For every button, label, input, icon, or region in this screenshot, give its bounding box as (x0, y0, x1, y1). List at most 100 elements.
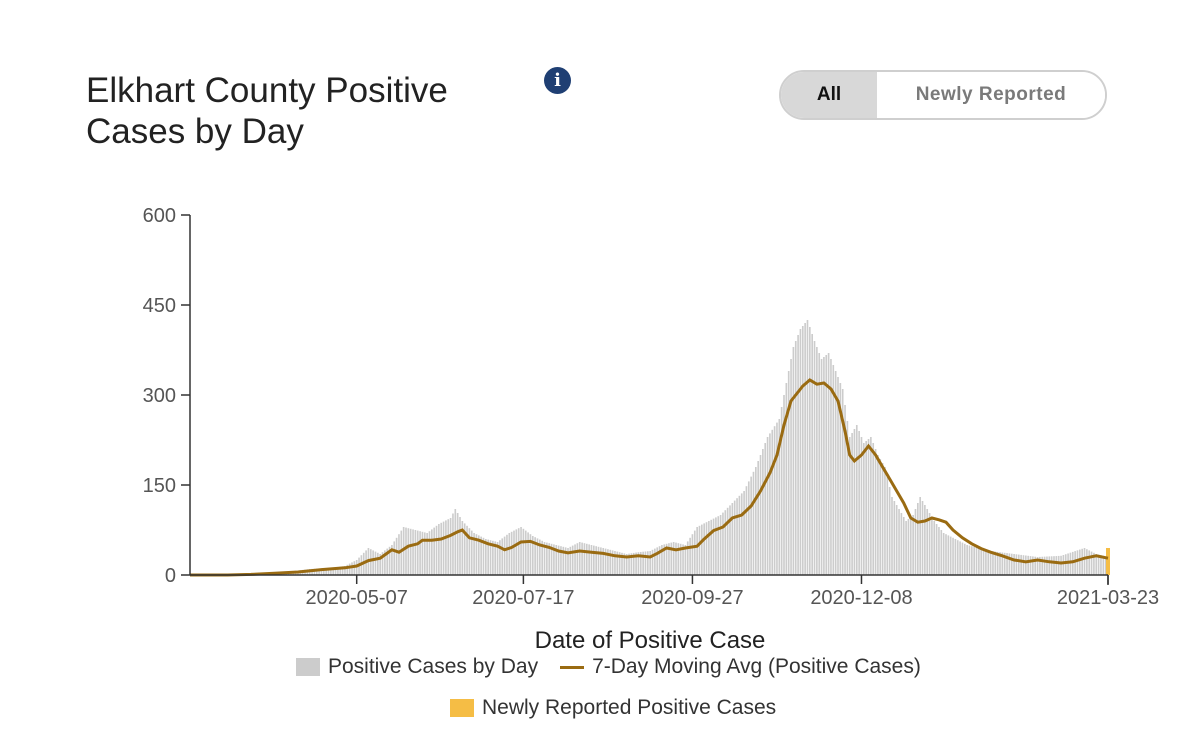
daily-cases-bar (703, 523, 705, 575)
daily-cases-bar (966, 545, 968, 575)
daily-cases-bar (318, 568, 320, 575)
daily-cases-bar (339, 566, 342, 575)
daily-cases-bar (482, 537, 485, 575)
daily-cases-bar (935, 524, 938, 575)
daily-cases-bar (1069, 552, 1072, 575)
daily-cases-bar (926, 509, 929, 575)
daily-cases-bar (797, 335, 799, 575)
daily-cases-bar (1062, 555, 1065, 575)
daily-cases-bar (757, 461, 759, 575)
daily-cases-bar (917, 503, 919, 575)
daily-cases-bar (874, 449, 877, 575)
daily-cases-bar (449, 518, 452, 575)
page-title: Elkhart County Positive Cases by Day (86, 71, 448, 151)
daily-cases-bar (750, 476, 752, 575)
daily-cases-bar (553, 544, 555, 575)
daily-cases-bar (844, 405, 846, 575)
daily-cases-bar (658, 546, 661, 575)
daily-cases-bar (947, 535, 950, 575)
daily-cases-bar (541, 540, 543, 575)
daily-cases-bar (564, 547, 567, 575)
daily-cases-bar (726, 507, 729, 575)
daily-cases-bar (517, 528, 520, 575)
daily-cases-bar (602, 548, 605, 575)
toggle-newly-reported-button[interactable]: Newly Reported (877, 72, 1105, 118)
daily-cases-bar (933, 521, 936, 575)
daily-cases-bar (567, 548, 569, 575)
daily-cases-bar (799, 329, 802, 575)
daily-cases-bar (604, 548, 607, 575)
daily-cases-bar (534, 537, 536, 575)
daily-cases-bar (743, 491, 745, 575)
daily-cases-bar (374, 551, 377, 575)
toggle-all-button[interactable]: All (781, 72, 877, 118)
daily-cases-bar (686, 541, 689, 575)
legend-new-swatch (450, 699, 474, 717)
y-tick-label: 0 (165, 565, 176, 587)
daily-cases-bar (485, 539, 487, 575)
daily-cases-bar (480, 536, 482, 575)
daily-cases-bar (790, 359, 792, 575)
daily-cases-bar (792, 347, 795, 575)
legend-row-1: Positive Cases by Day 7-Day Moving Avg (… (296, 655, 921, 679)
daily-cases-bar (585, 543, 588, 575)
daily-cases-bar (337, 567, 339, 575)
daily-cases-bar (893, 501, 896, 575)
daily-cases-bar (851, 433, 853, 575)
daily-cases-bar (693, 530, 696, 575)
legend-avg-swatch (560, 665, 585, 669)
daily-cases-bar (858, 431, 860, 575)
daily-cases-bar (649, 551, 651, 575)
daily-cases-bar (973, 546, 975, 575)
daily-cases-bar (855, 425, 858, 575)
daily-cases-bar (963, 543, 966, 575)
daily-cases-bar (398, 534, 400, 575)
daily-cases-bar (806, 320, 809, 575)
daily-cases-bar (839, 383, 842, 575)
x-tick-label: 2020-05-07 (306, 587, 408, 609)
daily-cases-bar (600, 547, 602, 575)
daily-cases-bar (715, 517, 717, 575)
legend-bars-swatch (296, 658, 320, 676)
daily-cases-bar (985, 549, 987, 575)
daily-cases-bar (830, 359, 832, 575)
daily-cases-bar (982, 549, 985, 575)
bars-group (217, 320, 1107, 575)
daily-cases-bar (1071, 551, 1074, 575)
daily-cases-bar (736, 498, 738, 575)
daily-cases-bar (780, 407, 783, 575)
daily-cases-bar (701, 524, 703, 575)
daily-cases-bar (1057, 555, 1060, 575)
daily-cases-bar (846, 421, 849, 575)
daily-cases-bar (1020, 554, 1022, 575)
daily-cases-bar (994, 551, 997, 575)
daily-cases-bar (583, 543, 586, 575)
daily-cases-bar (555, 545, 558, 575)
daily-cases-bar (529, 534, 532, 575)
daily-cases-bar (870, 437, 872, 575)
daily-cases-bar (705, 522, 708, 575)
daily-cases-bar (1100, 555, 1102, 575)
daily-cases-bar (431, 529, 433, 575)
info-icon[interactable]: i (544, 67, 571, 94)
daily-cases-bar (607, 549, 609, 575)
daily-cases-bar (959, 541, 961, 575)
daily-cases-bar (550, 543, 553, 575)
daily-cases-bar (987, 550, 990, 575)
view-toggle: All Newly Reported (779, 70, 1107, 120)
daily-cases-bar (569, 546, 572, 575)
daily-cases-bar (323, 568, 325, 575)
daily-cases-bar (884, 467, 886, 575)
daily-cases-bar (682, 544, 684, 575)
daily-cases-bar (863, 443, 865, 575)
daily-cases-bar (804, 323, 806, 575)
daily-cases-bar (877, 455, 879, 575)
daily-cases-bar (501, 538, 504, 575)
daily-cases-bar (447, 519, 450, 575)
daily-cases-bar (621, 552, 623, 575)
daily-cases-bar (731, 503, 734, 575)
daily-cases-bar (1064, 554, 1067, 575)
daily-cases-bar (1067, 553, 1069, 575)
daily-cases-bar (1017, 554, 1020, 575)
